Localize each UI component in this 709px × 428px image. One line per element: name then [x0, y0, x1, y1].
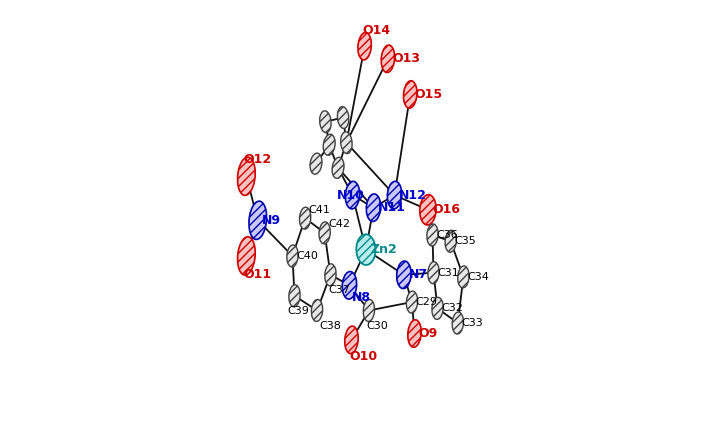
Ellipse shape [345, 181, 359, 209]
Ellipse shape [363, 300, 374, 321]
Ellipse shape [358, 33, 372, 60]
Text: C31: C31 [437, 268, 459, 278]
Text: O9: O9 [418, 327, 438, 340]
Ellipse shape [311, 300, 323, 321]
Text: O10: O10 [350, 350, 378, 363]
Text: O14: O14 [362, 24, 390, 37]
Ellipse shape [367, 194, 381, 221]
Ellipse shape [238, 157, 255, 196]
Text: N11: N11 [378, 201, 406, 214]
Ellipse shape [310, 153, 322, 174]
Text: O16: O16 [432, 203, 460, 216]
Text: C35: C35 [454, 236, 476, 246]
Text: O11: O11 [244, 268, 272, 281]
Text: O15: O15 [414, 88, 442, 101]
Ellipse shape [319, 222, 330, 244]
Ellipse shape [432, 297, 443, 319]
Text: C34: C34 [467, 272, 489, 282]
Ellipse shape [403, 81, 417, 108]
Ellipse shape [428, 262, 439, 284]
Ellipse shape [320, 111, 331, 133]
Ellipse shape [342, 271, 357, 299]
Ellipse shape [332, 158, 344, 178]
Text: C36: C36 [436, 230, 458, 240]
Text: O12: O12 [244, 153, 272, 166]
Ellipse shape [238, 237, 255, 275]
Text: N12: N12 [399, 189, 427, 202]
Text: C41: C41 [308, 205, 330, 215]
Ellipse shape [452, 312, 464, 334]
Text: C29: C29 [415, 297, 437, 307]
Ellipse shape [249, 201, 267, 239]
Text: C32: C32 [441, 303, 463, 313]
Ellipse shape [408, 320, 421, 347]
Text: N7: N7 [408, 268, 428, 281]
Ellipse shape [357, 234, 376, 265]
Ellipse shape [323, 134, 335, 155]
Text: C40: C40 [296, 251, 318, 261]
Ellipse shape [287, 245, 298, 267]
Ellipse shape [381, 45, 395, 72]
Text: N8: N8 [352, 291, 371, 304]
Ellipse shape [387, 181, 402, 209]
Text: C39: C39 [287, 306, 309, 316]
Text: N9: N9 [262, 214, 281, 227]
Ellipse shape [345, 326, 358, 354]
Ellipse shape [289, 285, 300, 307]
Ellipse shape [325, 264, 336, 286]
Ellipse shape [337, 107, 349, 128]
Text: Zn2: Zn2 [370, 243, 397, 256]
Ellipse shape [341, 132, 352, 154]
Text: C42: C42 [328, 220, 350, 229]
Text: N10: N10 [337, 189, 365, 202]
Text: C30: C30 [367, 321, 388, 330]
Ellipse shape [420, 195, 436, 225]
Ellipse shape [299, 207, 311, 229]
Text: C37: C37 [328, 285, 350, 295]
Text: C33: C33 [462, 318, 483, 328]
Text: C38: C38 [320, 321, 342, 330]
Ellipse shape [458, 266, 469, 288]
Ellipse shape [445, 230, 457, 252]
Ellipse shape [397, 261, 411, 288]
Ellipse shape [427, 224, 438, 246]
Text: O13: O13 [392, 52, 420, 65]
Ellipse shape [406, 291, 418, 313]
